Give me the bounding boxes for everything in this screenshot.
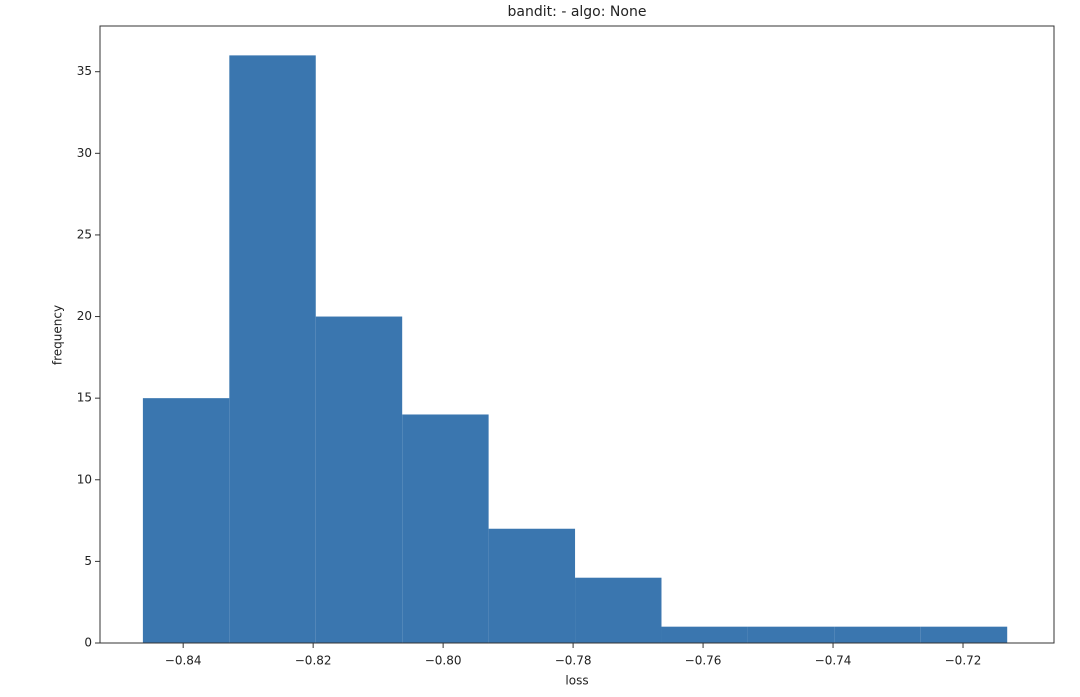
y-axis-label: frequency (51, 305, 65, 365)
bar (920, 626, 1008, 643)
x-tick-label: −0.80 (425, 654, 462, 668)
x-tick-label: −0.78 (555, 654, 592, 668)
bar (315, 316, 403, 643)
y-tick-label: 10 (77, 472, 92, 486)
x-tick-label: −0.76 (685, 654, 722, 668)
x-axis-label: loss (565, 674, 588, 688)
y-tick-label: 25 (77, 227, 92, 241)
bar (488, 528, 576, 643)
bar (142, 398, 230, 643)
y-tick-label: 35 (77, 64, 92, 78)
y-tick-label: 5 (84, 554, 92, 568)
bar (402, 414, 489, 643)
x-tick-label: −0.82 (295, 654, 332, 668)
plot-frame (99, 25, 1055, 644)
y-tick-label: 20 (77, 309, 92, 323)
bar (229, 55, 316, 643)
y-tick-label: 30 (77, 146, 92, 160)
bar (834, 626, 921, 643)
x-tick-label: −0.84 (165, 654, 202, 668)
chart-title: bandit: - algo: None (508, 4, 647, 20)
y-tick-label: 15 (77, 391, 92, 405)
x-tick-label: −0.74 (815, 654, 852, 668)
x-tick-label: −0.72 (945, 654, 982, 668)
bar (661, 626, 748, 643)
y-tick-label: 0 (84, 636, 92, 650)
bar (575, 577, 662, 643)
bar (747, 626, 835, 643)
